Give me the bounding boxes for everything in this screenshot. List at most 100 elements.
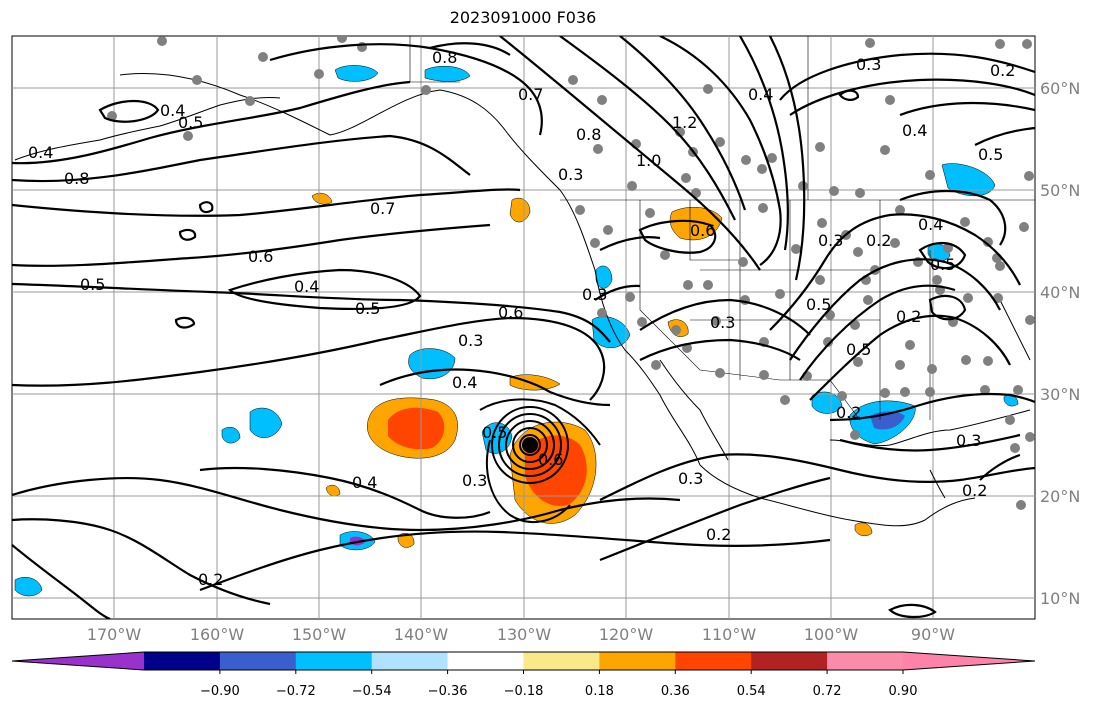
contour-label: 0.3: [458, 331, 483, 350]
contour-label: 0.3: [818, 231, 843, 250]
shade-blue-far-south: [14, 577, 43, 597]
contour-label: 0.2: [962, 481, 987, 500]
map-panel: 0.8 0.8 0.4 0.5 0.7 0.6 0.5 0.4 0.5 0.6 …: [11, 35, 1080, 644]
contour-label: 0.8: [64, 169, 89, 188]
contour-label: 0.4: [28, 143, 53, 162]
contour-label: 0.2: [896, 307, 921, 326]
shade-blue-subtropic: [221, 427, 241, 444]
contour-label: 0.3: [462, 471, 487, 490]
map-title: 2023091000 F036: [449, 8, 597, 27]
contour-label: 1.2: [672, 113, 697, 132]
lat-label-10n: 10°N: [1040, 589, 1080, 608]
coastlines: [14, 73, 1031, 527]
shade-orange-south: [397, 533, 415, 548]
contour-label: 0.6: [690, 221, 715, 240]
contour-label: 0.3: [856, 55, 881, 74]
colorbar: −0.90 −0.72 −0.54 −0.36 −0.18 0.18 0.36 0.54 0.7…: [11, 651, 1036, 699]
colorbar-tick-label: −0.90: [200, 684, 240, 699]
colorbar-ticks: −0.90 −0.72 −0.54 −0.36 −0.18 0.18 0.36 0.54 0.7…: [200, 670, 917, 699]
contour-label: 0.6: [248, 247, 273, 266]
colorbar-segment: [523, 652, 600, 670]
colorbar-tick-label: −0.54: [352, 684, 392, 699]
contour-label: 0.2: [866, 231, 891, 250]
colorbar-segment: [371, 652, 449, 670]
contour-label: 0.3: [582, 285, 607, 304]
contour-label: 0.2: [990, 61, 1015, 80]
colorbar-segment: [675, 652, 752, 670]
lon-label-130w: 130°W: [497, 625, 552, 644]
contour-label: 0.2: [706, 525, 731, 544]
shade-blue-texas: [811, 391, 843, 414]
lon-label-150w: 150°W: [292, 625, 347, 644]
hurricane-eye: [522, 437, 538, 453]
contour-label: 0.7: [370, 199, 395, 218]
colorbar-tick-label: 0.18: [585, 684, 614, 699]
shade-red-hurricane: [525, 435, 587, 506]
contour-label: 0.4: [918, 215, 943, 234]
hurricane-rings: [479, 398, 601, 523]
colorbar-tick-label: −0.72: [276, 684, 316, 699]
colorbar-tick-label: 0.36: [661, 684, 690, 699]
contour-label: 0.4: [748, 85, 773, 104]
colorbar-segments: [12, 652, 1035, 670]
colorbar-tick-label: 0.54: [737, 684, 766, 699]
contour-label: 0.7: [518, 85, 543, 104]
contour-label: 0.5: [80, 275, 105, 294]
colorbar-outline: [11, 651, 1036, 671]
lat-label-20n: 20°N: [1040, 487, 1080, 506]
contour-label: 0.3: [678, 469, 703, 488]
shade-orange-bc: [509, 197, 531, 223]
colorbar-segment: [827, 652, 904, 670]
contour-label: 0.8: [576, 125, 601, 144]
lat-label-60n: 60°N: [1040, 79, 1080, 98]
shade-blue-canada-east: [941, 163, 996, 197]
contour-label: 0.6: [498, 303, 523, 322]
contour-label: 0.5: [355, 299, 380, 318]
shade-orange-mid: [325, 484, 341, 497]
contour-lines: [12, 36, 1035, 619]
colorbar-segment: [144, 652, 221, 670]
shade-orange-idaho: [669, 206, 723, 241]
lat-label-40n: 40°N: [1040, 283, 1080, 302]
colorbar-segment: [751, 652, 828, 670]
lon-label-140w: 140°W: [394, 625, 449, 644]
longitude-labels: 170°W 160°W 150°W 140°W 130°W 120°W 110°…: [87, 625, 955, 644]
lon-label-100w: 100°W: [804, 625, 859, 644]
colorbar-segment: [219, 652, 297, 670]
colorbar-tick-label: −0.18: [504, 684, 544, 699]
contour-label: 0.6: [538, 450, 563, 469]
contour-label: 0.5: [482, 423, 507, 442]
shade-blue-alaska: [334, 65, 379, 82]
contour-label: 0.3: [956, 431, 981, 450]
shade-blue-north: [408, 348, 456, 380]
colorbar-tick-label: 0.72: [813, 684, 842, 699]
contour-label: 0.2: [836, 403, 861, 422]
contour-label: 0.4: [160, 101, 185, 120]
lat-label-30n: 30°N: [1040, 385, 1080, 404]
contour-label: 0.8: [432, 48, 457, 67]
contour-label: 0.5: [806, 295, 831, 314]
contour-label: 0.3: [710, 313, 735, 332]
colorbar-tick-label: −0.36: [428, 684, 468, 699]
shade-blue-canada: [424, 65, 471, 82]
contour-label: 0.5: [178, 113, 203, 132]
contour-label: 0.4: [902, 121, 927, 140]
lon-label-90w: 90°W: [911, 625, 955, 644]
colorbar-segment: [295, 652, 373, 670]
colorbar-segment: [599, 652, 676, 670]
colorbar-extend-high: [903, 652, 1035, 670]
colorbar-tick-label: 0.90: [889, 684, 918, 699]
shade-orange-mex: [854, 522, 873, 537]
colorbar-segment: [447, 652, 524, 670]
contour-label: 0.4: [352, 473, 377, 492]
lat-label-50n: 50°N: [1040, 181, 1080, 200]
lon-label-170w: 170°W: [87, 625, 142, 644]
shade-orange-baja: [509, 374, 561, 391]
contour-label: 0.2: [198, 570, 223, 589]
contour-label: 1.0: [636, 151, 661, 170]
contour-label: 0.5: [930, 255, 955, 274]
contour-label: 0.5: [978, 145, 1003, 164]
lon-label-160w: 160°W: [190, 625, 245, 644]
contour-label: 0.4: [452, 373, 477, 392]
